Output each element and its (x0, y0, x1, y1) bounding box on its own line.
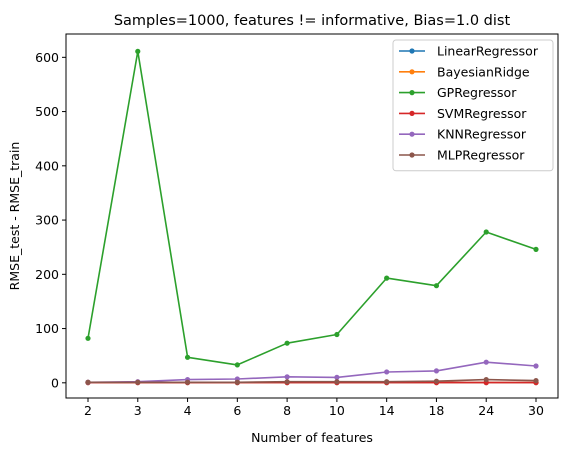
x-tick-label: 10 (329, 403, 345, 418)
y-tick-label: 400 (35, 158, 59, 173)
series-line (88, 378, 537, 384)
x-tick-label: 3 (134, 403, 142, 418)
legend: LinearRegressor BayesianRidge GPRegressor S… (392, 39, 554, 172)
legend-marker (409, 131, 415, 137)
legend-marker (409, 69, 415, 75)
x-tick-label: 24 (478, 403, 494, 418)
legend-marker (409, 90, 415, 96)
data-point (334, 331, 340, 338)
data-point (533, 378, 539, 384)
data-point (135, 379, 141, 385)
x-axis: 2 3 4 6 8 10 14 18 24 30 (84, 398, 544, 418)
legend-marker (409, 110, 415, 116)
data-point (334, 379, 340, 385)
legend-item: SVMRegressor (399, 106, 527, 121)
data-point (85, 379, 91, 385)
x-tick-label: 6 (233, 403, 241, 418)
data-point (284, 374, 290, 380)
y-tick-label: 300 (35, 213, 59, 228)
data-point (384, 379, 390, 385)
x-tick-label: 2 (84, 403, 92, 418)
y-axis: 0 100 200 300 400 500 600 (35, 50, 66, 390)
legend-label: LinearRegressor (437, 44, 539, 59)
x-tick-label: 18 (428, 403, 444, 418)
data-point (433, 368, 440, 374)
data-point (284, 340, 290, 346)
data-point (433, 283, 440, 289)
chart-title: Samples=1000, features != informative, B… (114, 13, 511, 29)
legend-label: SVMRegressor (437, 106, 527, 121)
legend-item: BayesianRidge (399, 64, 530, 79)
legend-item: GPRegressor (399, 85, 517, 100)
plot-frame (65, 33, 559, 399)
legend-label: MLPRegressor (437, 148, 525, 163)
y-axis-label: RMSE_test - RMSE_train (7, 142, 22, 291)
data-point (334, 374, 340, 380)
legend-marker (409, 48, 415, 54)
legend-label: KNNRegressor (437, 127, 527, 142)
y-tick-label: 200 (35, 267, 59, 282)
data-point (135, 48, 141, 54)
data-point (384, 275, 390, 281)
legend-item: LinearRegressor (399, 44, 539, 59)
data-point (483, 376, 489, 383)
legend-label: BayesianRidge (437, 64, 530, 79)
data-point (433, 378, 440, 384)
data-point (85, 335, 91, 341)
series-GPRegressor (85, 48, 539, 368)
data-point (533, 363, 539, 369)
legend-marker (409, 152, 415, 158)
legend-label: GPRegressor (437, 85, 517, 100)
x-tick-label: 30 (528, 403, 544, 418)
series-line (87, 361, 537, 384)
data-point (483, 359, 489, 365)
y-tick-label: 600 (35, 50, 59, 65)
data-point (483, 229, 489, 235)
plot-area (85, 48, 539, 386)
y-tick-label: 500 (35, 104, 59, 119)
series-MLPRegressor (85, 376, 539, 385)
data-point (284, 379, 290, 385)
data-point (184, 354, 191, 360)
legend-box (392, 39, 554, 172)
data-point (234, 379, 240, 385)
x-tick-label: 8 (283, 403, 291, 418)
y-tick-label: 100 (35, 321, 59, 336)
series-line (87, 50, 537, 366)
x-tick-label: 14 (379, 403, 395, 418)
data-point (533, 246, 539, 252)
x-tick-label: 4 (184, 403, 192, 418)
y-tick-label: 0 (51, 375, 59, 390)
data-point (184, 379, 191, 385)
legend-item: MLPRegressor (399, 148, 525, 163)
x-axis-label: Number of features (251, 430, 373, 445)
data-point (384, 369, 390, 375)
legend-item: KNNRegressor (399, 127, 527, 142)
data-point (234, 362, 240, 368)
